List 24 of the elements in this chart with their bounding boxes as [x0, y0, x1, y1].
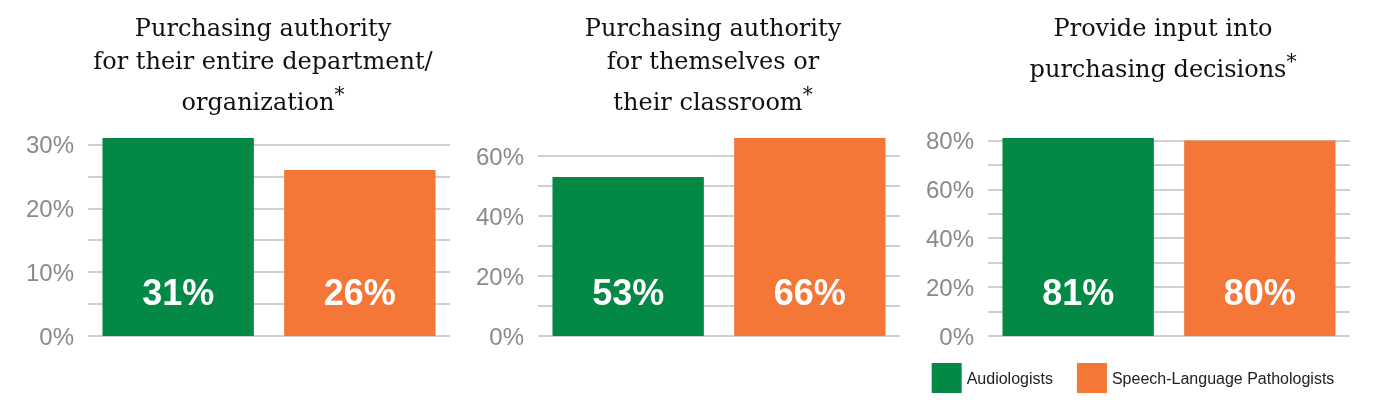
y-tick-label: 40% [475, 202, 524, 230]
data-label: 26% [323, 271, 396, 313]
y-tick-label: 80% [925, 126, 974, 154]
legend-label: Speech-Language Pathologists [1111, 369, 1335, 387]
data-label: 31% [142, 271, 215, 313]
y-tick-label: 20% [475, 262, 524, 290]
y-tick-label: 40% [925, 224, 974, 252]
data-label: 66% [773, 271, 846, 313]
y-tick-label: 10% [25, 258, 74, 286]
y-tick-label: 0% [939, 322, 974, 350]
data-label: 80% [1223, 271, 1296, 313]
y-tick-label: 60% [925, 175, 974, 203]
y-tick-label: 20% [925, 273, 974, 301]
y-tick-label: 30% [25, 130, 74, 158]
chart-title: Provide input into purchasing decisions$^{*}$ [1028, 13, 1298, 85]
data-label: 81% [1042, 271, 1115, 313]
y-tick-label: 60% [475, 142, 524, 170]
data-label: 53% [592, 271, 665, 313]
y-tick-label: 0% [489, 322, 524, 350]
chart-title: Purchasing authority for themselves or their classroom$^{*}$ [583, 13, 843, 118]
y-tick-label: 0% [39, 322, 74, 350]
y-tick-label: 20% [25, 194, 74, 222]
legend-label: Audiologists [966, 369, 1053, 387]
chart-title: Purchasing authority for their entire department/ organization$^{*}$ [92, 13, 434, 118]
